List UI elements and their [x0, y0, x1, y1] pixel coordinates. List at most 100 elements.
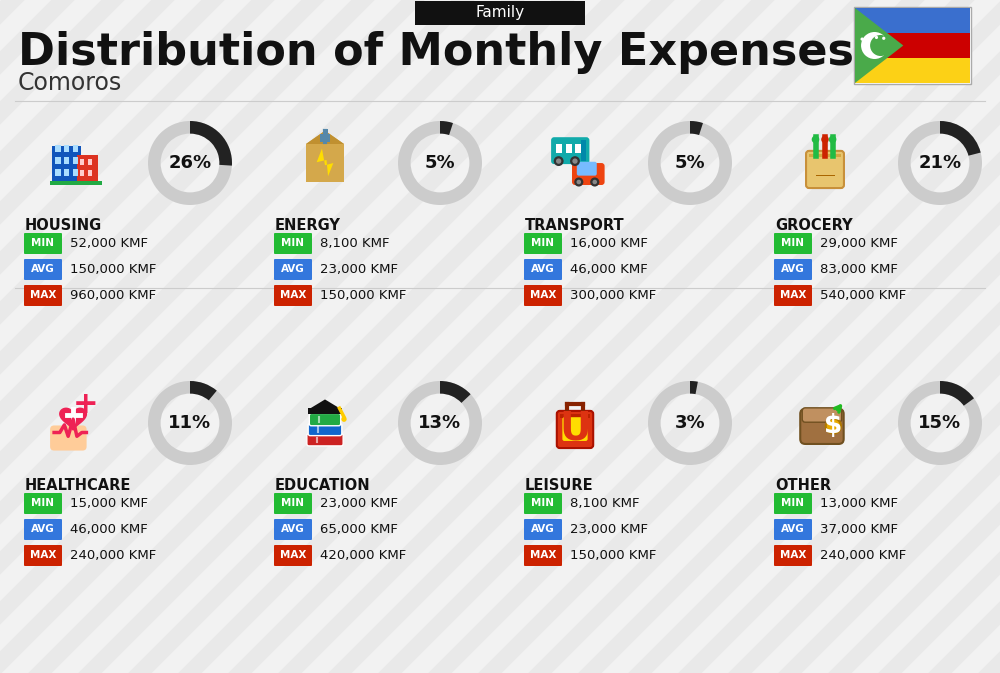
Text: MAX: MAX	[280, 550, 306, 560]
Text: 240,000 KMF: 240,000 KMF	[70, 548, 156, 561]
Bar	[77, 155, 98, 184]
Text: 23,000 KMF: 23,000 KMF	[320, 497, 398, 509]
Polygon shape	[317, 149, 333, 176]
Text: MIN: MIN	[32, 238, 54, 248]
Text: 15%: 15%	[918, 414, 962, 432]
FancyBboxPatch shape	[274, 545, 312, 566]
Text: OTHER: OTHER	[775, 478, 831, 493]
Bar	[73, 170, 78, 176]
Circle shape	[875, 36, 878, 39]
Text: 52,000 KMF: 52,000 KMF	[70, 236, 148, 250]
Circle shape	[882, 36, 885, 40]
Text: 29,000 KMF: 29,000 KMF	[820, 236, 898, 250]
Bar	[854, 7, 971, 84]
Bar	[556, 145, 562, 153]
Text: Family: Family	[475, 5, 525, 20]
Bar	[809, 153, 841, 157]
Polygon shape	[306, 131, 344, 182]
Circle shape	[861, 38, 864, 41]
Circle shape	[812, 136, 819, 143]
Circle shape	[821, 136, 829, 143]
Text: MIN: MIN	[282, 238, 304, 248]
Circle shape	[826, 419, 841, 433]
FancyBboxPatch shape	[802, 408, 842, 422]
Bar	[855, 8, 970, 33]
Bar	[320, 134, 330, 142]
FancyBboxPatch shape	[50, 425, 87, 450]
FancyBboxPatch shape	[24, 545, 62, 566]
Text: EDUCATION: EDUCATION	[275, 478, 371, 493]
FancyBboxPatch shape	[274, 285, 312, 306]
FancyBboxPatch shape	[524, 493, 562, 514]
Text: MIN: MIN	[782, 238, 804, 248]
Text: MIN: MIN	[532, 498, 554, 508]
Circle shape	[570, 156, 580, 166]
FancyBboxPatch shape	[309, 413, 341, 426]
Bar	[566, 145, 572, 153]
Bar	[88, 159, 92, 165]
Text: 13,000 KMF: 13,000 KMF	[820, 497, 898, 509]
Polygon shape	[306, 131, 344, 144]
FancyBboxPatch shape	[774, 545, 812, 566]
Text: HEALTHCARE: HEALTHCARE	[25, 478, 131, 493]
Text: 46,000 KMF: 46,000 KMF	[570, 262, 648, 275]
Text: 420,000 KMF: 420,000 KMF	[320, 548, 406, 561]
Text: 23,000 KMF: 23,000 KMF	[320, 262, 398, 275]
FancyBboxPatch shape	[806, 151, 844, 188]
FancyBboxPatch shape	[774, 233, 812, 254]
Wedge shape	[940, 381, 974, 406]
Bar	[88, 170, 92, 176]
FancyBboxPatch shape	[24, 233, 62, 254]
Bar	[64, 157, 69, 164]
Text: 3%: 3%	[675, 414, 705, 432]
Bar	[73, 157, 78, 164]
Text: HOUSING: HOUSING	[25, 218, 102, 233]
FancyBboxPatch shape	[800, 409, 844, 444]
FancyBboxPatch shape	[24, 285, 62, 306]
Text: 37,000 KMF: 37,000 KMF	[820, 522, 898, 536]
FancyBboxPatch shape	[307, 433, 343, 446]
Text: LEISURE: LEISURE	[525, 478, 594, 493]
FancyBboxPatch shape	[524, 233, 562, 254]
Polygon shape	[311, 400, 339, 413]
Text: 300,000 KMF: 300,000 KMF	[570, 289, 656, 302]
FancyBboxPatch shape	[24, 493, 62, 514]
Text: AVG: AVG	[31, 524, 55, 534]
Bar	[50, 181, 102, 185]
Circle shape	[574, 178, 583, 186]
FancyBboxPatch shape	[24, 259, 62, 280]
Bar	[855, 58, 970, 83]
Text: U: U	[559, 410, 591, 448]
Text: 13%: 13%	[418, 414, 462, 432]
Text: 26%: 26%	[168, 154, 212, 172]
Bar	[64, 145, 69, 152]
Text: Distribution of Monthly Expenses: Distribution of Monthly Expenses	[18, 32, 854, 75]
Wedge shape	[440, 381, 471, 403]
Circle shape	[556, 158, 561, 164]
Wedge shape	[440, 121, 453, 135]
Circle shape	[554, 156, 564, 166]
FancyBboxPatch shape	[524, 285, 562, 306]
Text: MAX: MAX	[530, 290, 556, 300]
Text: MAX: MAX	[280, 290, 306, 300]
Text: AVG: AVG	[281, 264, 305, 274]
FancyBboxPatch shape	[551, 137, 589, 164]
Text: MIN: MIN	[782, 498, 804, 508]
Text: GROCERY: GROCERY	[775, 218, 853, 233]
Text: +: +	[73, 390, 98, 419]
FancyBboxPatch shape	[557, 411, 593, 448]
Text: 46,000 KMF: 46,000 KMF	[70, 522, 148, 536]
Circle shape	[829, 136, 836, 143]
Text: 150,000 KMF: 150,000 KMF	[320, 289, 406, 302]
FancyBboxPatch shape	[308, 423, 342, 435]
Text: AVG: AVG	[781, 264, 805, 274]
FancyBboxPatch shape	[774, 519, 812, 540]
Text: 11%: 11%	[168, 414, 212, 432]
Text: MIN: MIN	[32, 498, 54, 508]
Text: MIN: MIN	[282, 498, 304, 508]
FancyBboxPatch shape	[274, 233, 312, 254]
Text: 83,000 KMF: 83,000 KMF	[820, 262, 898, 275]
Text: 23,000 KMF: 23,000 KMF	[570, 522, 648, 536]
Text: 21%: 21%	[918, 154, 962, 172]
Circle shape	[861, 32, 888, 59]
